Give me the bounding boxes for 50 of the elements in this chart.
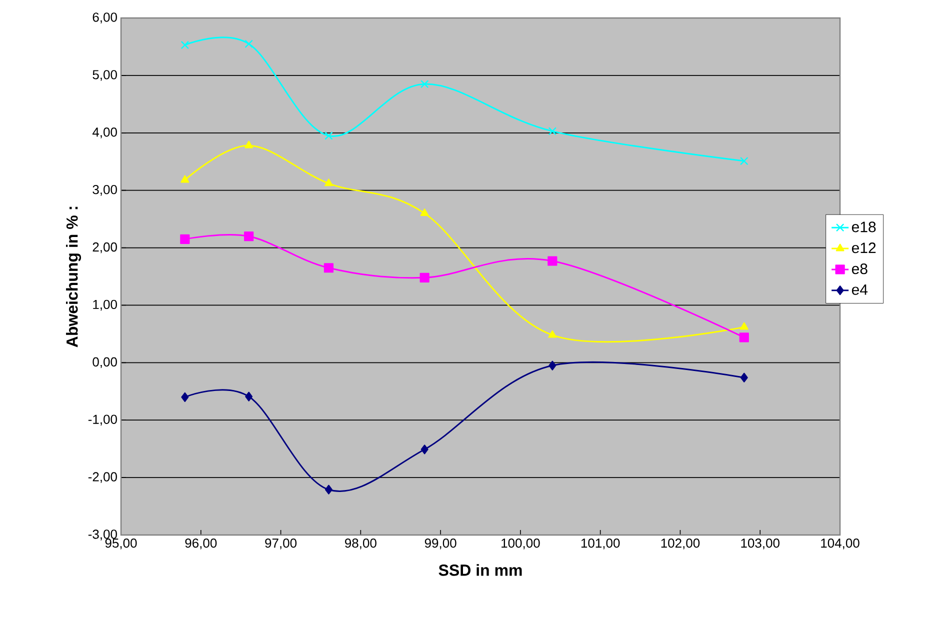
- y-tick-label: -2,00: [88, 472, 117, 483]
- y-tick-label: 6,00: [92, 12, 117, 24]
- point: [740, 322, 748, 330]
- x-tick-label: 98,00: [345, 538, 376, 550]
- point: [739, 332, 749, 342]
- point: [324, 484, 332, 494]
- point: [180, 175, 190, 183]
- point: [324, 132, 333, 140]
- legend-label: e8: [852, 264, 868, 274]
- point: [548, 360, 556, 370]
- point: [740, 372, 748, 382]
- point: [548, 256, 558, 266]
- point: [244, 231, 254, 242]
- y-tick-label: 2,00: [92, 242, 117, 254]
- y-axis-title: Abweichung in % :: [66, 206, 82, 348]
- point: [420, 208, 429, 216]
- legend-label: e4: [852, 284, 868, 295]
- x-tick-label: 103,00: [741, 538, 780, 550]
- y-tick-label: 3,00: [92, 184, 117, 196]
- point: [548, 127, 557, 136]
- point: [244, 140, 254, 148]
- y-tick-label: -1,00: [88, 414, 117, 426]
- point: [181, 392, 189, 402]
- x-tick-label: 95,00: [105, 538, 137, 550]
- x-tick-label: 97,00: [265, 538, 297, 550]
- point: [324, 263, 334, 273]
- legend-label: e12: [852, 242, 876, 254]
- point: [180, 234, 190, 244]
- x-tick-label: 104,00: [821, 538, 860, 550]
- x-tick-label: 96,00: [185, 538, 217, 550]
- y-tick-label: 0,00: [92, 357, 117, 368]
- x-tick-label: 100,00: [502, 538, 540, 550]
- y-tick-label: 1,00: [93, 300, 117, 311]
- y-tick-label: 5,00: [92, 70, 117, 81]
- legend-label: e18: [852, 222, 876, 232]
- point: [420, 80, 429, 88]
- point: [324, 178, 333, 186]
- point: [420, 444, 428, 454]
- y-tick-label: -3,00: [88, 530, 117, 540]
- point: [180, 40, 190, 50]
- x-axis-title: SSD in mm: [438, 564, 522, 576]
- point: [244, 40, 253, 48]
- x-tick-label: 102,00: [661, 538, 700, 550]
- x-tick-label: 101,00: [581, 538, 620, 550]
- y-tick-label: 4,00: [92, 128, 117, 138]
- point: [740, 156, 748, 166]
- point: [245, 392, 253, 402]
- point: [548, 330, 557, 338]
- point: [420, 272, 430, 282]
- x-tick-label: 99,00: [424, 538, 456, 550]
